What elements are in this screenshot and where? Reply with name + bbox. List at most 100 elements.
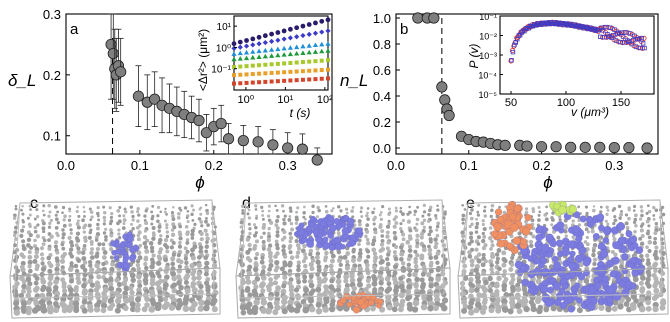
particle xyxy=(186,220,190,224)
particle xyxy=(135,225,140,230)
box-edge xyxy=(461,293,663,299)
particle xyxy=(274,204,277,208)
particle xyxy=(514,302,522,310)
particle xyxy=(483,259,488,264)
inset-point xyxy=(294,78,299,83)
particle xyxy=(399,256,404,262)
particle xyxy=(268,263,274,269)
particle xyxy=(380,234,385,238)
particle xyxy=(474,225,479,230)
inset-point xyxy=(243,43,250,49)
particle xyxy=(101,261,106,267)
particle xyxy=(308,274,314,280)
particle xyxy=(371,242,376,247)
particle xyxy=(135,263,141,268)
inset-point xyxy=(243,55,250,61)
particle xyxy=(33,254,39,260)
particle xyxy=(366,207,370,210)
particle xyxy=(275,246,280,251)
particle xyxy=(282,221,287,226)
particle xyxy=(122,221,126,225)
particle xyxy=(253,256,258,261)
cluster-particle xyxy=(109,240,116,247)
particle xyxy=(100,302,108,309)
data-point xyxy=(296,143,309,155)
particle xyxy=(611,208,615,212)
particle xyxy=(247,216,252,220)
particle xyxy=(204,203,208,207)
particle xyxy=(254,239,259,244)
particle xyxy=(470,222,474,226)
particle xyxy=(469,231,474,236)
data-point xyxy=(311,154,323,166)
particle xyxy=(481,231,486,236)
inset-point xyxy=(232,65,236,70)
particle xyxy=(605,212,609,216)
particle xyxy=(583,278,590,284)
particle xyxy=(528,239,534,245)
particle xyxy=(239,237,244,242)
particle xyxy=(75,209,79,214)
particle xyxy=(199,237,204,242)
particle xyxy=(366,283,372,289)
inset-point xyxy=(294,25,300,31)
cluster-particle xyxy=(575,234,583,243)
particle xyxy=(36,215,40,219)
particle xyxy=(343,273,349,280)
particle xyxy=(475,221,480,226)
particle xyxy=(315,251,321,256)
particle xyxy=(652,217,656,221)
particle xyxy=(531,209,536,214)
particle xyxy=(191,218,195,222)
particle xyxy=(357,238,362,243)
particle xyxy=(336,231,341,235)
particle xyxy=(95,294,101,300)
particle xyxy=(461,299,468,306)
particle xyxy=(245,278,252,285)
particle xyxy=(436,208,440,212)
cluster-particle xyxy=(578,246,587,255)
particle xyxy=(49,218,53,222)
particle xyxy=(196,262,202,269)
particle xyxy=(413,283,419,289)
particle xyxy=(481,299,488,306)
particle xyxy=(577,218,581,223)
particle xyxy=(633,229,637,234)
particle xyxy=(659,304,666,311)
panel-a-letter: a xyxy=(70,21,79,38)
particle xyxy=(468,309,475,316)
particle xyxy=(28,224,32,229)
particle xyxy=(440,271,446,277)
cluster-particle xyxy=(123,261,131,269)
particle xyxy=(489,263,494,268)
particle xyxy=(356,281,363,288)
particle xyxy=(584,205,589,209)
particle xyxy=(474,230,479,234)
particle xyxy=(114,307,121,314)
particle xyxy=(56,210,60,214)
particle xyxy=(357,266,363,272)
particle xyxy=(94,253,100,259)
particle xyxy=(190,204,194,208)
particle xyxy=(205,287,211,293)
cluster-particle xyxy=(617,236,627,245)
particle xyxy=(253,299,260,306)
particle xyxy=(185,240,190,245)
particle xyxy=(398,283,405,290)
particle xyxy=(67,218,72,222)
particle xyxy=(426,219,431,223)
particle xyxy=(483,205,487,209)
particle xyxy=(94,235,99,240)
particle xyxy=(412,271,418,278)
particle xyxy=(62,218,66,222)
particle xyxy=(254,251,260,257)
box-front-edge xyxy=(235,267,451,319)
particle xyxy=(191,208,195,212)
particle xyxy=(53,244,58,249)
inset-point xyxy=(626,39,632,44)
particle xyxy=(413,264,419,269)
particle xyxy=(204,219,208,224)
particle xyxy=(294,238,299,244)
particle xyxy=(211,306,218,313)
